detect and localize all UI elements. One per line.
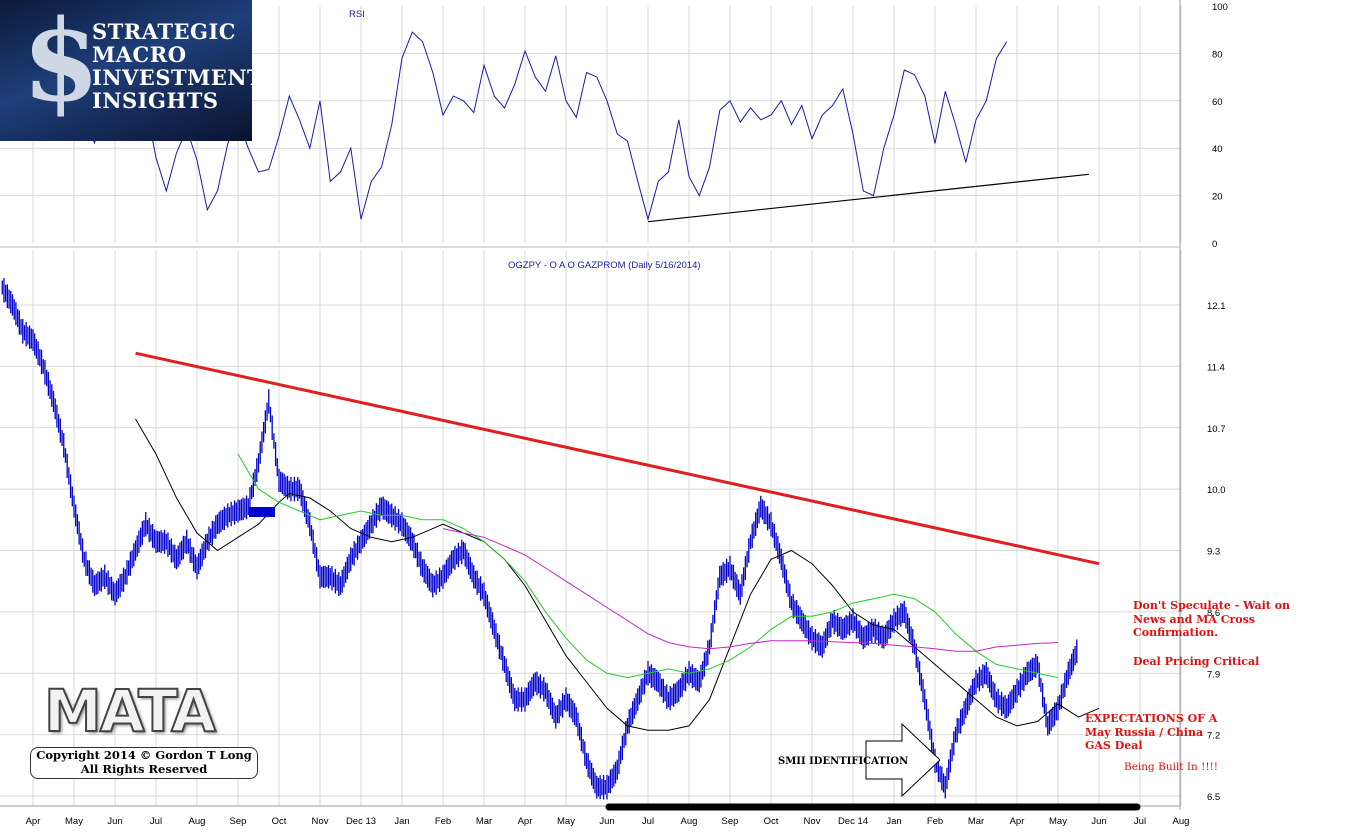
logo-line-1: STRATEGIC xyxy=(92,19,236,44)
x-tick-label: Apr xyxy=(26,816,41,827)
x-tick-label: Jul xyxy=(1134,816,1146,827)
smii-arrow-icon xyxy=(865,722,941,798)
speculate-note-line-1: Don't Speculate - Wait on xyxy=(1133,599,1291,612)
price-y-tick-label: 9.3 xyxy=(1207,547,1220,558)
expectations-note-line-2: May Russia / China xyxy=(1085,725,1204,739)
price-y-tick-label: 8.6 xyxy=(1207,608,1220,619)
price-y-tick-label: 10.7 xyxy=(1207,424,1226,435)
expectations-note: EXPECTATIONS OF A May Russia / China GAS… xyxy=(1085,712,1217,753)
rsi-y-tick-label: 20 xyxy=(1212,192,1223,203)
x-tick-label: Feb xyxy=(435,816,451,827)
x-tick-label: Sep xyxy=(230,816,247,827)
logo-line-2: MACRO xyxy=(92,42,187,67)
smii-logo: $ STRATEGIC MACRO INVESTMENT INSIGHTS xyxy=(0,0,263,141)
x-tick-label: Aug xyxy=(681,816,698,827)
x-tick-label: Dec 14 xyxy=(838,816,868,827)
x-tick-label: Mar xyxy=(476,816,492,827)
rsi-title: RSI xyxy=(349,9,365,20)
price-title: OGZPY - O A O GAZPROM (Daily 5/16/2014) xyxy=(508,260,701,271)
ma-fast-line xyxy=(135,418,1100,731)
x-tick-label: Oct xyxy=(764,816,779,827)
price-y-tick-label: 7.9 xyxy=(1207,669,1220,680)
price-y-tick-label: 11.4 xyxy=(1207,362,1225,373)
rsi-y-tick-label: 60 xyxy=(1212,97,1223,108)
smii-label: SMII IDENTIFICATION xyxy=(778,756,908,767)
dollar-icon: $ xyxy=(22,0,100,127)
mata-logo: MATA xyxy=(43,677,234,745)
logo-line-4: INSIGHTS xyxy=(92,88,219,113)
rsi-y-tick-label: 0 xyxy=(1212,239,1217,250)
x-tick-label: Aug xyxy=(1173,816,1190,827)
ma-mid-line xyxy=(237,453,1059,679)
expectations-note-line-3: GAS Deal xyxy=(1085,739,1143,752)
price-gap-marker xyxy=(249,507,275,517)
x-tick-label: Jan xyxy=(394,816,409,827)
price-y-tick-label: 7.2 xyxy=(1207,731,1220,742)
ma-slow-line xyxy=(442,528,1059,652)
speculate-note-line-3: Confirmation. xyxy=(1133,626,1219,639)
x-tick-label: Apr xyxy=(1010,816,1025,827)
x-tick-label: Jun xyxy=(107,816,122,827)
x-tick-label: Feb xyxy=(927,816,943,827)
copyright-box: Copyright 2014 © Gordon T Long All Right… xyxy=(30,747,258,779)
rsi-support-trendline xyxy=(647,173,1089,223)
x-tick-label: Jun xyxy=(1091,816,1106,827)
rsi-line xyxy=(63,31,1008,222)
copyright-line-2: All Rights Reserved xyxy=(80,762,208,776)
x-tick-label: Jul xyxy=(642,816,654,827)
pricing-note: Deal Pricing Critical xyxy=(1133,655,1260,668)
rsi-y-tick-label: 40 xyxy=(1212,144,1223,155)
x-tick-label: May xyxy=(1049,816,1067,827)
price-y-tick-label: 12.1 xyxy=(1207,301,1226,312)
mata-logo-text: MATA xyxy=(43,677,217,745)
speculate-note-line-2: News and MA Cross xyxy=(1133,612,1256,626)
x-tick-label: Jul xyxy=(150,816,162,827)
x-tick-label: Jun xyxy=(599,816,614,827)
x-tick-label: Dec 13 xyxy=(346,816,376,827)
price-y-tick-label: 6.5 xyxy=(1207,792,1220,803)
expectations-note-line-1: EXPECTATIONS OF A xyxy=(1085,712,1218,725)
x-tick-label: Jan xyxy=(886,816,901,827)
x-tick-label: May xyxy=(557,816,575,827)
x-tick-label: Sep xyxy=(722,816,739,827)
logo-line-3: INVESTMENT xyxy=(92,65,264,90)
x-tick-label: Aug xyxy=(189,816,206,827)
built-in-note: Being Built In !!!! xyxy=(1124,761,1218,773)
x-tick-label: Mar xyxy=(968,816,984,827)
copyright-line-1: Copyright 2014 © Gordon T Long xyxy=(36,748,252,762)
rsi-y-tick-label: 100 xyxy=(1212,2,1228,13)
x-tick-label: Nov xyxy=(312,816,329,827)
rsi-y-tick-label: 80 xyxy=(1212,49,1223,60)
x-tick-label: May xyxy=(65,816,83,827)
speculate-note: Don't Speculate - Wait on News and MA Cr… xyxy=(1133,599,1290,640)
x-tick-label: Apr xyxy=(518,816,533,827)
price-y-tick-label: 10.0 xyxy=(1207,485,1226,496)
x-tick-label: Oct xyxy=(272,816,287,827)
resistance-trendline xyxy=(135,351,1100,566)
x-tick-label: Nov xyxy=(804,816,821,827)
